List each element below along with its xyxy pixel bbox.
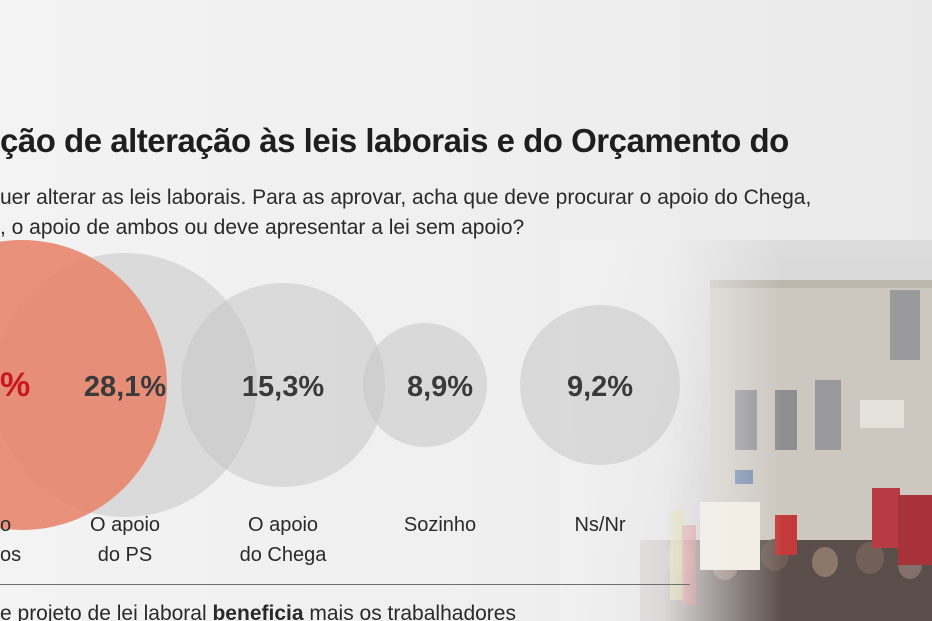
next-question-bold: beneficia bbox=[212, 602, 304, 621]
bubble-category-label-1-1: do PS bbox=[98, 544, 152, 566]
bubble-value-label-3: 8,9% bbox=[407, 371, 473, 403]
next-question-text: e projeto de lei laboral beneficia mais … bbox=[0, 602, 516, 621]
bubble-2 bbox=[181, 283, 385, 487]
bubble-0 bbox=[0, 240, 167, 530]
bubble-category-label-0-0: o bbox=[0, 514, 11, 536]
bubble-3 bbox=[363, 323, 487, 447]
bubble-value-label-2: 15,3% bbox=[242, 371, 324, 403]
bubble-category-label-3-0: Sozinho bbox=[404, 514, 476, 536]
bubble-category-label-1-0: O apoio bbox=[90, 514, 160, 536]
chart-title: ção de alteração às leis laborais e do O… bbox=[0, 122, 789, 159]
bubble-value-label-4: 9,2% bbox=[567, 371, 633, 403]
bubble-4 bbox=[520, 305, 680, 465]
next-question-start: e projeto de lei laboral bbox=[0, 602, 213, 621]
bubble-value-label-1: 28,1% bbox=[84, 371, 166, 403]
divider bbox=[0, 584, 690, 585]
chart-subtitle-line-2: , o apoio de ambos ou deve apresentar a … bbox=[0, 216, 525, 239]
chart-subtitle-line-1: uer alterar as leis laborais. Para as ap… bbox=[0, 186, 812, 209]
next-question-end: mais os trabalhadores bbox=[303, 602, 516, 621]
bubble-category-label-2-1: do Chega bbox=[240, 544, 328, 566]
bubble-value-label-0: % bbox=[0, 366, 30, 404]
bubble-category-label-0-1: os bbox=[0, 544, 21, 566]
bubble-category-label-4-0: Ns/Nr bbox=[574, 514, 625, 536]
protest-photo bbox=[560, 240, 932, 621]
bubble-category-label-2-0: O apoio bbox=[248, 514, 318, 536]
